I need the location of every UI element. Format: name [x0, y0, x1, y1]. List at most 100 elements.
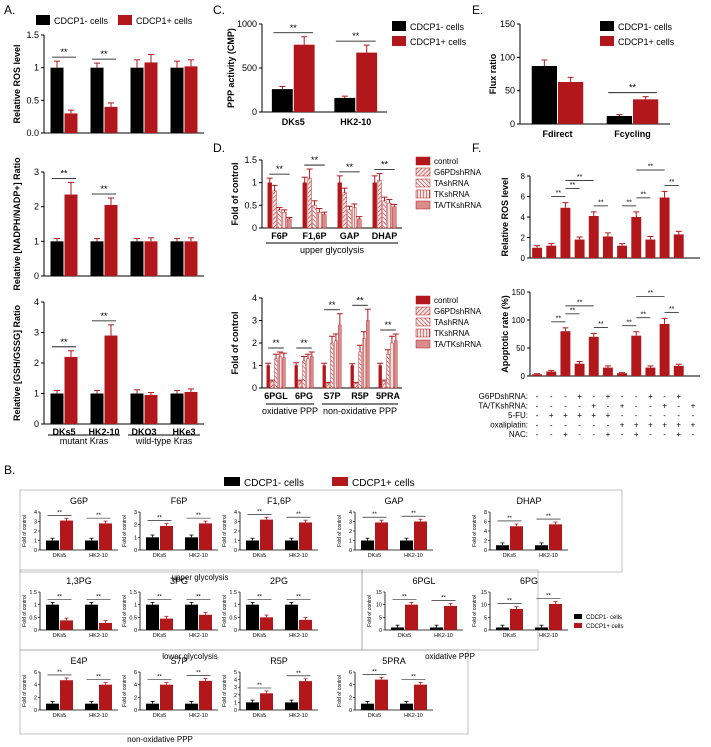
- bar-control: [294, 365, 298, 389]
- x-tick-label: HK2-10: [340, 117, 371, 127]
- bar-cdcp1-pos: [260, 617, 273, 630]
- bar-control: [322, 365, 326, 389]
- sig-marker: **: [381, 160, 389, 170]
- panel-title: GAP: [384, 496, 403, 506]
- bar-control: [302, 182, 307, 229]
- condition-mark: -: [607, 421, 610, 430]
- y-axis-label: Fold of control: [230, 312, 240, 375]
- condition-mark: -: [663, 430, 666, 439]
- condition-mark: +: [634, 430, 639, 439]
- bar-cdcp1-cells: [64, 356, 78, 424]
- panel-title: F6P: [171, 496, 188, 506]
- sig-marker: **: [57, 510, 62, 516]
- bar-cdcp1-pos: [405, 604, 418, 630]
- bar-tashrna: [302, 360, 306, 389]
- y-tick-label: 50: [516, 344, 525, 353]
- group-label: lower glycolysis: [162, 652, 218, 661]
- y-tick-label: 0.5: [26, 95, 39, 105]
- legend-swatch: [415, 189, 431, 199]
- legend-label: TAshRNA: [434, 318, 470, 327]
- sig-marker: **: [669, 179, 675, 186]
- x-tick-label: HK2-10: [289, 553, 308, 559]
- bar-cdcp1-neg: [391, 627, 404, 630]
- bar-tashrna: [358, 351, 362, 389]
- y-tick-label: 0.5: [229, 615, 237, 621]
- bar: [588, 336, 599, 376]
- legend-swatch: [415, 295, 431, 305]
- group-label: non-oxidative PPP: [127, 735, 193, 744]
- bar: [673, 365, 684, 376]
- y-tick-label: 0: [34, 419, 39, 429]
- x-tick-label: HK2-10: [539, 633, 558, 639]
- legend-label: G6PDshRNA: [434, 307, 482, 316]
- y-tick-label: 1: [252, 361, 257, 371]
- y-tick-label: 0: [252, 383, 257, 393]
- chart-b-s7p: S7P 0 2 4 6 Fold of control ** DKs5 ** HK2-10: [122, 656, 218, 719]
- legend-c-swatch-neg: [392, 21, 406, 31]
- bar-control: [378, 365, 382, 389]
- y-tick-label: 0: [349, 548, 352, 554]
- bar-tashrna: [312, 205, 317, 229]
- y-tick-label: 150: [500, 19, 515, 29]
- sig-marker: **: [311, 155, 319, 165]
- condition-label: G6PDshRNA:: [479, 392, 528, 401]
- y-tick-label: 0: [34, 628, 37, 634]
- x-tick-label: HK2-10: [189, 633, 208, 639]
- x-tick-label: DKs5: [282, 117, 305, 127]
- bar-cdcp1-pos: [199, 614, 212, 630]
- y-tick-label: 2: [34, 202, 39, 212]
- legend-b-small-swatch-pos: [574, 623, 582, 628]
- bar-cdcp1-cells: [50, 67, 64, 133]
- sig-marker: **: [641, 311, 647, 318]
- chart-b-gap: GAP 0 1 2 3 4 Fold of control ** DKs5 ** HK2-10: [337, 496, 433, 559]
- bar-cdcp1-pos: [444, 605, 457, 630]
- bar-tashrna: [330, 342, 334, 389]
- condition-mark: -: [550, 402, 553, 411]
- sig-marker: **: [257, 683, 262, 689]
- bar: [546, 245, 557, 258]
- y-tick-label: 0: [34, 548, 37, 554]
- sig-marker: **: [57, 670, 62, 676]
- y-tick-label: 2: [234, 693, 237, 699]
- y-tick-label: 1: [34, 539, 37, 545]
- condition-mark: -: [649, 402, 652, 411]
- y-tick-label: 2: [349, 695, 352, 701]
- sig-marker: **: [300, 338, 308, 348]
- bar-cdcp1-cells: [104, 204, 118, 276]
- bar-cdcp1-neg: [496, 545, 509, 550]
- chart-b-f6p: F6P 0 1 2 3 Fold of control ** DKs5 ** HK2-10: [122, 496, 218, 559]
- bar-cdcp1-neg: [146, 604, 159, 630]
- bar-cdcp1-neg: [535, 627, 548, 630]
- bar: [659, 323, 670, 376]
- bar-g6pdshrna: [307, 177, 312, 229]
- y-tick-label: 4: [234, 678, 237, 684]
- bar-cdcp1-neg: [285, 702, 298, 710]
- y-tick-label: 0: [234, 628, 237, 634]
- chart-A2: 0 1 2 3 Relative [NADPH/NADP+] Ratio ** **: [12, 157, 204, 291]
- x-tick-label: DKs5: [368, 553, 381, 559]
- y-tick-label: 0: [484, 628, 487, 634]
- bar-cdcp1-pos: [414, 684, 427, 710]
- bar-ta-tkshrna: [394, 340, 398, 389]
- bar-cdcp1-neg: [146, 703, 159, 710]
- condition-mark: -: [564, 421, 567, 430]
- bar-cdcp1-cells: [144, 395, 158, 424]
- y-axis-label: Relative [GSH/GSSG] Ratio: [12, 304, 22, 421]
- legend-c-label-neg: CDCP1- cells: [410, 22, 465, 32]
- bar-cdcp1-cells: [558, 82, 584, 124]
- bar-cdcp1-pos: [414, 521, 427, 550]
- y-tick-label: 2: [134, 695, 137, 701]
- bar-cdcp1-pos: [510, 608, 523, 630]
- sig-marker: **: [100, 311, 108, 321]
- bar-g6pdshrna: [342, 192, 347, 229]
- panel-title: DHAP: [516, 496, 541, 506]
- panel-title: 5PRA: [382, 656, 406, 666]
- sig-marker: **: [196, 513, 201, 519]
- panel-title: R5P: [270, 656, 288, 666]
- bar-g6pdshrna: [382, 381, 386, 389]
- condition-mark: -: [536, 411, 539, 420]
- y-tick-label: 1: [34, 389, 39, 399]
- bar: [532, 374, 543, 376]
- legend-e-label-pos: CDCP1+ cells: [618, 37, 675, 47]
